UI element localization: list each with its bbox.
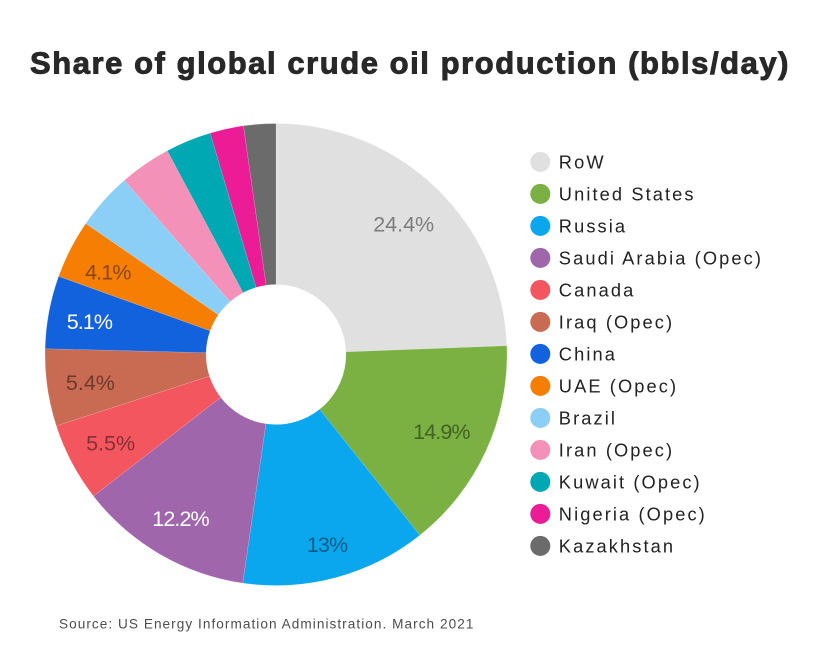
svg-text:Iran (Opec): Iran (Opec) bbox=[559, 440, 674, 461]
svg-text:RoW: RoW bbox=[559, 152, 606, 173]
svg-text:Iraq (Opec): Iraq (Opec) bbox=[559, 312, 674, 333]
svg-text:Nigeria (Opec): Nigeria (Opec) bbox=[559, 504, 707, 525]
svg-text:13%: 13% bbox=[307, 533, 348, 557]
svg-text:14.9%: 14.9% bbox=[413, 420, 470, 444]
svg-text:Source: US Energy Information: Source: US Energy Information Administra… bbox=[59, 616, 474, 631]
svg-text:Kuwait (Opec): Kuwait (Opec) bbox=[559, 472, 702, 493]
svg-text:Share of global crude oil prod: Share of global crude oil production (bb… bbox=[30, 46, 790, 81]
svg-text:24.4%: 24.4% bbox=[373, 213, 434, 237]
svg-text:Kazakhstan: Kazakhstan bbox=[559, 536, 675, 557]
svg-text:4.1%: 4.1% bbox=[85, 260, 131, 284]
svg-text:5.4%: 5.4% bbox=[66, 371, 115, 395]
svg-text:UAE (Opec): UAE (Opec) bbox=[559, 376, 678, 397]
svg-text:Russia: Russia bbox=[559, 216, 627, 237]
svg-text:12.2%: 12.2% bbox=[152, 507, 209, 531]
svg-text:5.1%: 5.1% bbox=[67, 310, 113, 334]
svg-text:United States: United States bbox=[559, 184, 696, 205]
svg-text:Brazil: Brazil bbox=[559, 408, 617, 429]
svg-text:China: China bbox=[559, 344, 617, 365]
svg-text:5.5%: 5.5% bbox=[86, 431, 135, 455]
svg-text:Canada: Canada bbox=[559, 280, 636, 301]
svg-text:Saudi Arabia (Opec): Saudi Arabia (Opec) bbox=[559, 248, 763, 269]
